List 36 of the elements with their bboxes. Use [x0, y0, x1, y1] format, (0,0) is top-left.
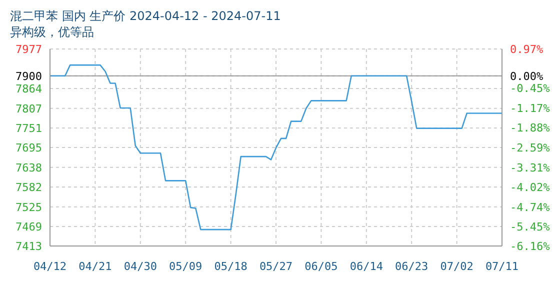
y2-tick-label: -4.74%: [510, 200, 550, 214]
y2-tick-label: -1.88%: [510, 122, 550, 135]
y-tick-label: 7900: [16, 70, 42, 83]
y-tick-label: 7864: [16, 82, 42, 96]
y-tick-label: 7582: [16, 180, 42, 194]
x-tick-label: 05/27: [259, 260, 293, 273]
x-tick-label: 05/18: [214, 260, 248, 273]
y-tick-label: 7638: [16, 161, 42, 174]
y2-tick-label: 0.97%: [510, 43, 544, 56]
y2-tick-label: -5.45%: [510, 220, 550, 234]
y-tick-label: 7469: [16, 220, 42, 234]
y2-tick-label: -4.02%: [510, 180, 550, 194]
x-tick-label: 06/05: [304, 260, 338, 273]
x-tick-label: 04/12: [33, 260, 67, 273]
y-tick-label: 7977: [16, 43, 42, 56]
y2-tick-label: 0.00%: [510, 70, 544, 83]
line-series: [50, 64, 502, 230]
y-tick-label: 7807: [16, 102, 42, 116]
y-tick-label: 7751: [16, 122, 42, 135]
y2-tick-label: -1.17%: [510, 102, 550, 116]
y-tick-label: 7695: [16, 142, 42, 154]
x-tick-label: 04/21: [78, 260, 112, 273]
y-tick-label: 7413: [16, 240, 42, 253]
y2-tick-label: -3.31%: [510, 161, 550, 174]
y2-tick-label: -6.16%: [510, 240, 550, 253]
x-tick-label: 06/14: [350, 260, 384, 273]
x-tick-label: 06/23: [395, 260, 428, 273]
y2-tick-label: -0.45%: [510, 82, 550, 96]
x-tick-label: 05/09: [169, 260, 202, 273]
y-tick-label: 7525: [16, 200, 42, 214]
x-tick-label: 07/11: [485, 260, 519, 273]
y2-tick-label: -2.59%: [510, 141, 550, 154]
chart-subtitle: 异构级，优等品: [10, 24, 94, 41]
chart-title: 混二甲苯 国内 生产价 2024-04-12 - 2024-07-11: [10, 8, 281, 25]
x-tick-label: 04/30: [124, 260, 157, 273]
x-tick-label: 07/02: [440, 260, 474, 273]
